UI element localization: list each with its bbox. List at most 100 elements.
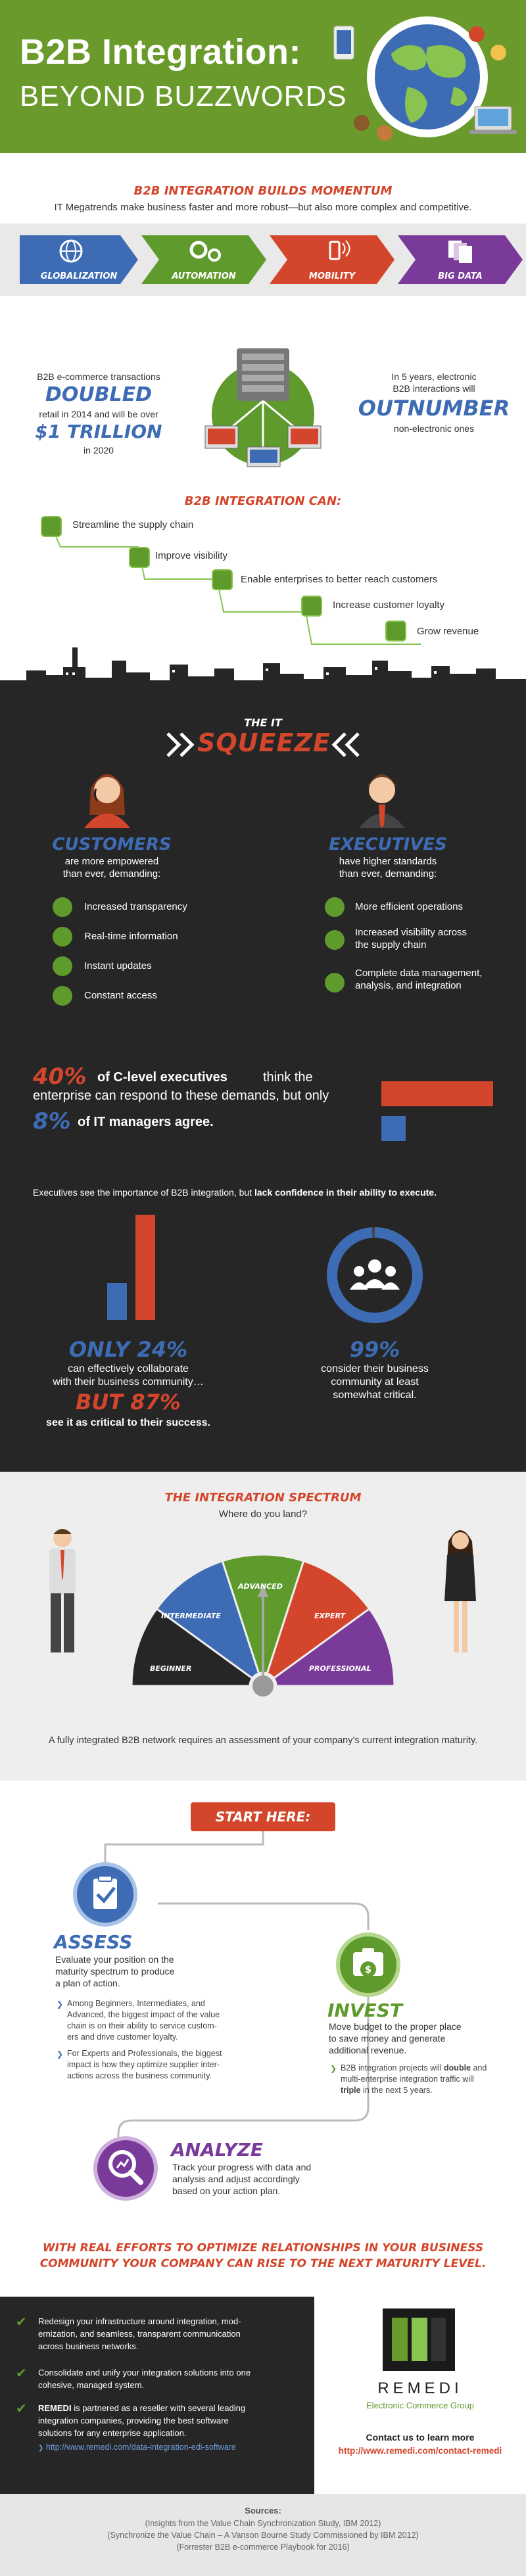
- assess-bullet-2: For Experts and Professionals, the bigge…: [67, 2048, 222, 2082]
- stat-40-text: of C-level executives: [97, 1070, 227, 1085]
- people-group-icon: [350, 1259, 400, 1290]
- link-chevron-icon: ❯: [38, 2445, 44, 2452]
- column-87: [135, 1215, 155, 1320]
- stat-40-line2: enterprise can respond to these demands,…: [33, 1089, 329, 1103]
- contact-link[interactable]: http://www.remedi.com/contact-remedi: [338, 2446, 502, 2456]
- stat-99-line2: community at least: [331, 1376, 419, 1388]
- gauge-label-intermediate: INTERMEDIATE: [161, 1612, 221, 1620]
- gauge-segment-professional: [272, 1607, 396, 1687]
- spectrum-note: A fully integrated B2B network requires …: [48, 1735, 478, 1746]
- footer-remedi-rest: is partnered as a reseller with several …: [74, 2403, 246, 2413]
- gauge-label-professional: PROFESSIONAL: [309, 1664, 371, 1673]
- exec-demand-3a: Complete data management,: [355, 968, 483, 979]
- assess-text-2: maturity spectrum to produce: [55, 1966, 175, 1977]
- gauge-hub: [252, 1675, 274, 1697]
- executives-title: EXECUTIVES: [329, 835, 447, 855]
- footer-software-link[interactable]: ❯ http://www.remedi.com/data-integration…: [38, 2443, 236, 2452]
- footer-item-1-l1: Redesign your infrastructure around inte…: [38, 2316, 241, 2326]
- invest-b1-double: double: [444, 2063, 471, 2073]
- exec-demand-1: More efficient operations: [355, 901, 463, 912]
- loyalty-thumbs-up-icon: [301, 596, 322, 617]
- stat-8-text: of IT managers agree.: [78, 1115, 214, 1129]
- executive-avatar: [359, 774, 405, 828]
- assess-b2-2: impact is how they optimize supplier int…: [67, 2060, 220, 2069]
- invest-text: Move budget to the proper place to save …: [329, 2021, 462, 2056]
- info-icon: [53, 956, 72, 976]
- footer-item-2-l1: Consolidate and unify your integration s…: [38, 2368, 251, 2377]
- exec-demand-3b: analysis, and integration: [355, 980, 462, 991]
- trend-bigdata-label: BIG DATA: [438, 271, 483, 281]
- footer-software-link-text[interactable]: http://www.remedi.com/data-integration-e…: [45, 2443, 236, 2452]
- closing-line-1: WITH REAL EFFORTS TO OPTIMIZE RELATIONSH…: [42, 2241, 484, 2255]
- footer-item-1-l3: across business networks.: [38, 2341, 139, 2351]
- customers-line2: than ever, demanding:: [62, 868, 161, 879]
- source-2: (Synchronize the Value Chain – A Vanson …: [107, 2531, 419, 2540]
- assess-b2-1: For Experts and Professionals, the bigge…: [67, 2049, 222, 2058]
- assess-clipboard-icon: [73, 1862, 137, 1927]
- footer-remedi-line2: integration companies, providing the bes…: [38, 2416, 229, 2425]
- ecommerce-stat-line3: in 2020: [84, 445, 114, 456]
- remedi-brand-sub: Electronic Commerce Group: [366, 2400, 474, 2410]
- stat-only-24: ONLY 24%: [68, 1337, 188, 1362]
- bar-8: [381, 1116, 406, 1141]
- stat-8-pct: 8%: [33, 1108, 71, 1135]
- invest-b1-triple: triple: [341, 2086, 361, 2095]
- stat-99-line1: consider their business: [321, 1363, 429, 1374]
- can-item-2: Improve visibility: [155, 550, 228, 561]
- network-computers-illustration: [204, 348, 322, 467]
- momentum-heading: B2B INTEGRATION BUILDS MOMENTUM: [133, 184, 393, 198]
- interactions-stat-line2: B2B interactions will: [393, 383, 475, 394]
- footer-remedi-bold: REMEDI: [38, 2403, 72, 2413]
- can-item-4: Increase customer loyalty: [333, 599, 445, 611]
- can-item-5: Grow revenue: [417, 626, 479, 637]
- access-icon: [53, 986, 72, 1006]
- analyze-text-1: Track your progress with data and: [172, 2162, 312, 2172]
- stat-99-pct: 99%: [349, 1337, 400, 1362]
- assess-bullet-1-chevron: ❯: [57, 2000, 64, 2009]
- businessman-figure: [49, 1529, 76, 1652]
- can-heading: B2B INTEGRATION CAN:: [184, 494, 342, 508]
- sources-heading: Sources:: [245, 2506, 281, 2516]
- supply-chain-icon: [41, 516, 62, 537]
- customer-demand-2: Real-time information: [84, 931, 178, 942]
- stat-only-line1: can effectively collaborate: [68, 1363, 189, 1374]
- invest-money-icon: $: [336, 1932, 400, 1997]
- can-item-1: Streamline the supply chain: [72, 519, 194, 530]
- stat-only-line2: with their business community…: [53, 1376, 204, 1388]
- header-banner: B2B Integration: BEYOND BUZZWORDS: [0, 0, 526, 153]
- customer-demand-4: Constant access: [84, 990, 157, 1001]
- analyze-text-3: based on your action plan.: [172, 2186, 281, 2196]
- world-devices-illustration: [333, 16, 517, 141]
- source-3: (Forrester B2B e-commerce Playbook for 2…: [176, 2542, 350, 2552]
- steps-path: [104, 1831, 370, 2147]
- bar-40: [381, 1081, 493, 1106]
- exec-demand-2a: Increased visibility across: [355, 927, 467, 938]
- confidence-statement: Executives see the importance of B2B int…: [33, 1187, 493, 1198]
- customer-demand-3: Instant updates: [84, 960, 152, 972]
- transparency-icon: [53, 897, 72, 917]
- confidence-bold: lack confidence in their ability to exec…: [254, 1187, 437, 1198]
- closing-line-2: COMMUNITY YOUR COMPANY CAN RISE TO THE N…: [39, 2257, 487, 2270]
- maturity-gauge: [130, 1553, 396, 1697]
- footer-item-3: REMEDI is partnered as a reseller with s…: [38, 2402, 245, 2439]
- visibility-icon: [129, 547, 150, 568]
- assess-b1-1: Among Beginners, Intermediates, and: [67, 1999, 205, 2008]
- page-title: B2B Integration:: [20, 32, 302, 72]
- analyze-text: Track your progress with data and analys…: [172, 2161, 311, 2197]
- city-skyline: [0, 647, 526, 700]
- footer-item-1-l2: ernization, and seamless, transparent co…: [38, 2329, 241, 2339]
- customer-avatar: [84, 774, 130, 828]
- invest-title: INVEST: [327, 2000, 402, 2021]
- invest-bullet: B2B integration projects will double and…: [341, 2063, 487, 2096]
- footer-item-1: Redesign your infrastructure around inte…: [38, 2315, 241, 2353]
- start-here-label: START HERE:: [215, 1809, 311, 1825]
- invest-b1-pre: B2B integration projects will: [341, 2063, 442, 2073]
- analyze-title: ANALYZE: [171, 2139, 263, 2161]
- invest-b1-line2: multi-enterprise integration traffic wil…: [341, 2074, 474, 2084]
- footer-item-2: Consolidate and unify your integration s…: [38, 2366, 251, 2391]
- assess-text-3: a plan of action.: [55, 1978, 120, 1988]
- remedi-brand: REMEDI: [377, 2379, 463, 2397]
- footer-check-3: ✔: [16, 2402, 27, 2416]
- customers-line1: are more empowered: [64, 856, 159, 867]
- megatrends-arrows: [20, 235, 523, 284]
